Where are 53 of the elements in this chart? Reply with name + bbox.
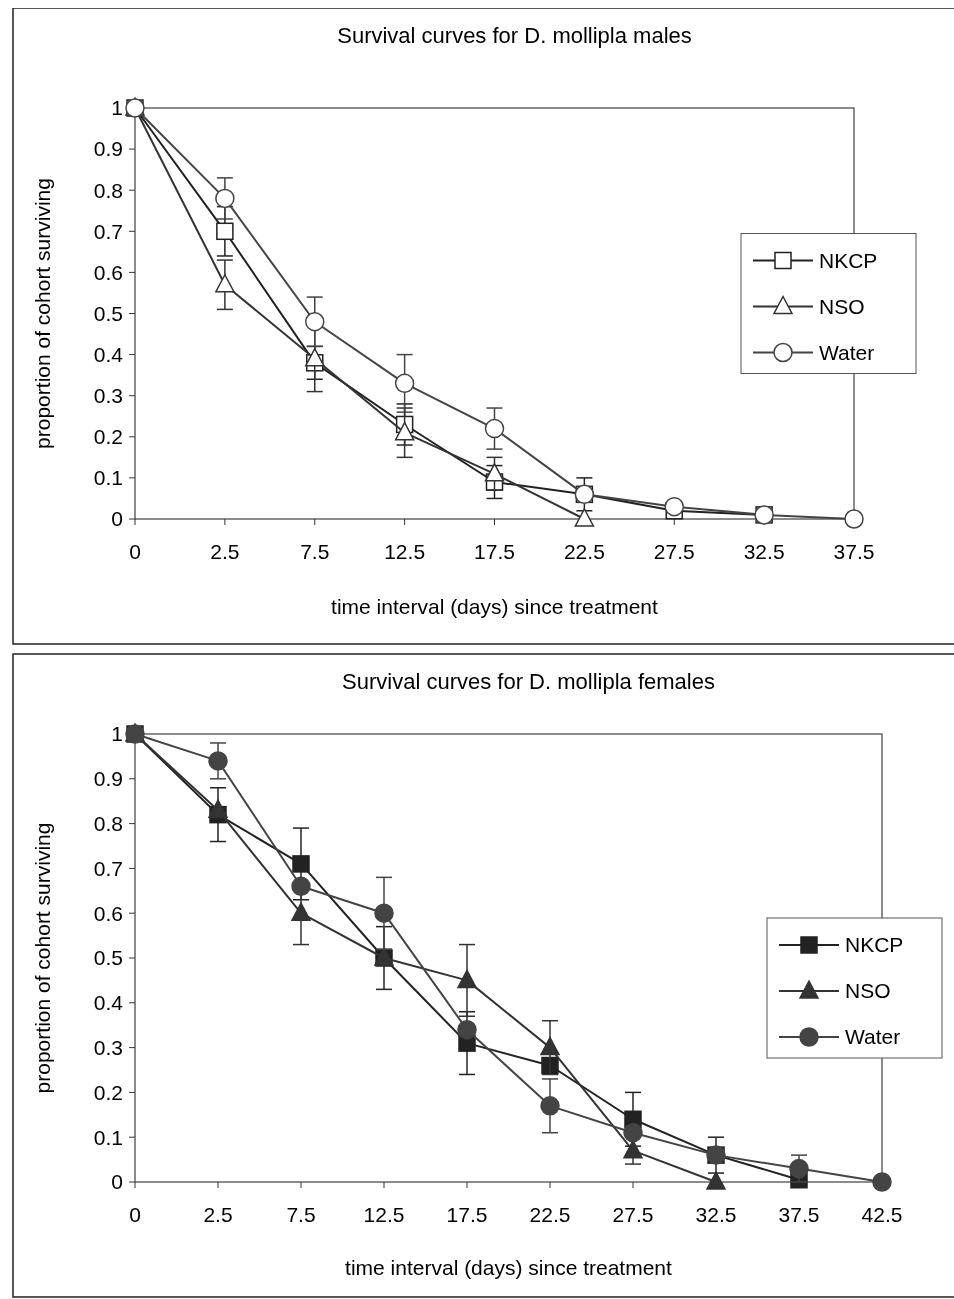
- y-tick-label: 0.1: [93, 466, 123, 490]
- y-tick-label: 0.3: [93, 384, 123, 408]
- x-tick-label: 2.5: [203, 1203, 233, 1226]
- y-tick-label: 0.1: [93, 1125, 123, 1149]
- y-tick-label: 0: [111, 1170, 123, 1194]
- x-tick-label: 22.5: [563, 540, 605, 563]
- x-tick-label: 7.5: [286, 1203, 316, 1226]
- y-tick-label: 0.4: [93, 991, 124, 1015]
- x-tick-label: 37.5: [778, 1203, 820, 1226]
- x-tick-label: 17.5: [446, 1203, 488, 1226]
- y-tick-label: 0.6: [93, 260, 123, 284]
- y-tick-label: 0.2: [93, 425, 123, 449]
- y-axis-title: proportion of cohort surviving: [31, 178, 54, 449]
- legend-label: Water: [845, 1025, 901, 1049]
- x-tick-label: 0: [129, 540, 141, 563]
- y-tick-label: 0.2: [93, 1080, 123, 1104]
- x-tick-label: 27.5: [612, 1203, 654, 1226]
- y-tick-label: 0.6: [93, 901, 123, 925]
- y-tick-label: 0.9: [93, 767, 123, 791]
- x-tick-label: 17.5: [474, 540, 515, 563]
- x-tick-label: 37.5: [833, 540, 875, 563]
- legend-label: Water: [819, 340, 875, 364]
- x-tick-label: 27.5: [653, 540, 695, 563]
- legend-label: NSO: [845, 979, 891, 1003]
- x-tick-label: 0: [129, 1203, 141, 1226]
- y-tick-label: 0: [111, 507, 123, 531]
- y-tick-label: 0.7: [93, 219, 123, 243]
- x-tick-label: 42.5: [861, 1203, 903, 1226]
- x-tick-label: 12.5: [384, 540, 426, 563]
- y-tick-label: 0.9: [93, 137, 123, 161]
- y-tick-label: 0.8: [93, 811, 123, 835]
- chart-title: Survival curves for D. mollipla males: [337, 23, 692, 48]
- chart-title: Survival curves for D. mollipla females: [342, 669, 715, 694]
- y-axis-title: proportion of cohort surviving: [31, 822, 54, 1094]
- y-tick-label: 1: [111, 722, 123, 746]
- x-tick-label: 2.5: [210, 540, 240, 563]
- x-tick-label: 12.5: [363, 1203, 405, 1226]
- legend-label: NKCP: [845, 933, 904, 957]
- legend-label: NKCP: [819, 248, 878, 272]
- y-tick-label: 0.3: [93, 1035, 123, 1059]
- y-tick-label: 0.4: [93, 342, 124, 366]
- y-tick-label: 0.5: [93, 301, 123, 325]
- x-axis-title: time interval (days) since treatment: [345, 1256, 673, 1279]
- x-tick-label: 7.5: [300, 540, 330, 563]
- x-axis-title: time interval (days) since treatment: [331, 595, 659, 618]
- y-tick-label: 0.5: [93, 946, 123, 970]
- y-tick-label: 0.7: [93, 856, 123, 880]
- legend-label: NSO: [819, 294, 865, 318]
- x-tick-label: 22.5: [529, 1203, 571, 1226]
- y-tick-label: 0.8: [93, 178, 123, 202]
- x-tick-label: 32.5: [743, 540, 785, 563]
- x-tick-label: 32.5: [695, 1203, 737, 1226]
- y-tick-label: 1: [111, 96, 123, 120]
